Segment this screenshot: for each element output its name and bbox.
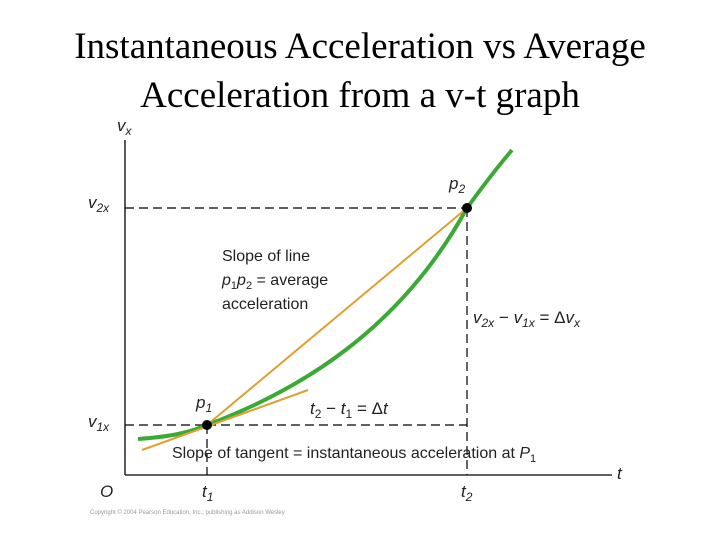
- point-p1-dot: [202, 420, 212, 430]
- title-line-2: Acceleration from a v-t graph: [140, 75, 580, 116]
- origin-label: O: [100, 482, 113, 501]
- slide-title: Instantaneous Acceleration vs Average Ac…: [0, 22, 720, 120]
- delta-t-label: t2 − t1 = Δt: [310, 399, 389, 421]
- axis-horizontal-label: t: [617, 464, 623, 483]
- point-p2-label: p2: [448, 174, 465, 196]
- tick-label-t2: t2: [461, 482, 473, 504]
- delta-v-label: v2x − v1x = Δvx: [473, 308, 581, 330]
- tick-label-v1x: v1x: [88, 412, 110, 434]
- title-line-1: Instantaneous Acceleration vs Average: [74, 26, 646, 67]
- secant-annotation-line-1: Slope of line: [222, 248, 310, 265]
- tick-label-t1: t1: [202, 482, 213, 504]
- axis-vertical-label: vx: [117, 116, 133, 138]
- tangent-annotation: Slope of tangent = instantaneous acceler…: [172, 445, 536, 465]
- secant-line: [206, 207, 468, 426]
- velocity-curve: [137, 148, 514, 441]
- secant-annotation-line-3: acceleration: [222, 296, 308, 313]
- point-p2-dot: [462, 203, 472, 213]
- secant-annotation-line-2: p1p2 = average: [221, 272, 328, 292]
- point-p1-label: p1: [195, 393, 212, 415]
- copyright-notice: Copyright © 2004 Pearson Education, Inc.…: [90, 510, 285, 516]
- tangent-line: [141, 389, 309, 451]
- tick-label-v2x: v2x: [88, 193, 110, 215]
